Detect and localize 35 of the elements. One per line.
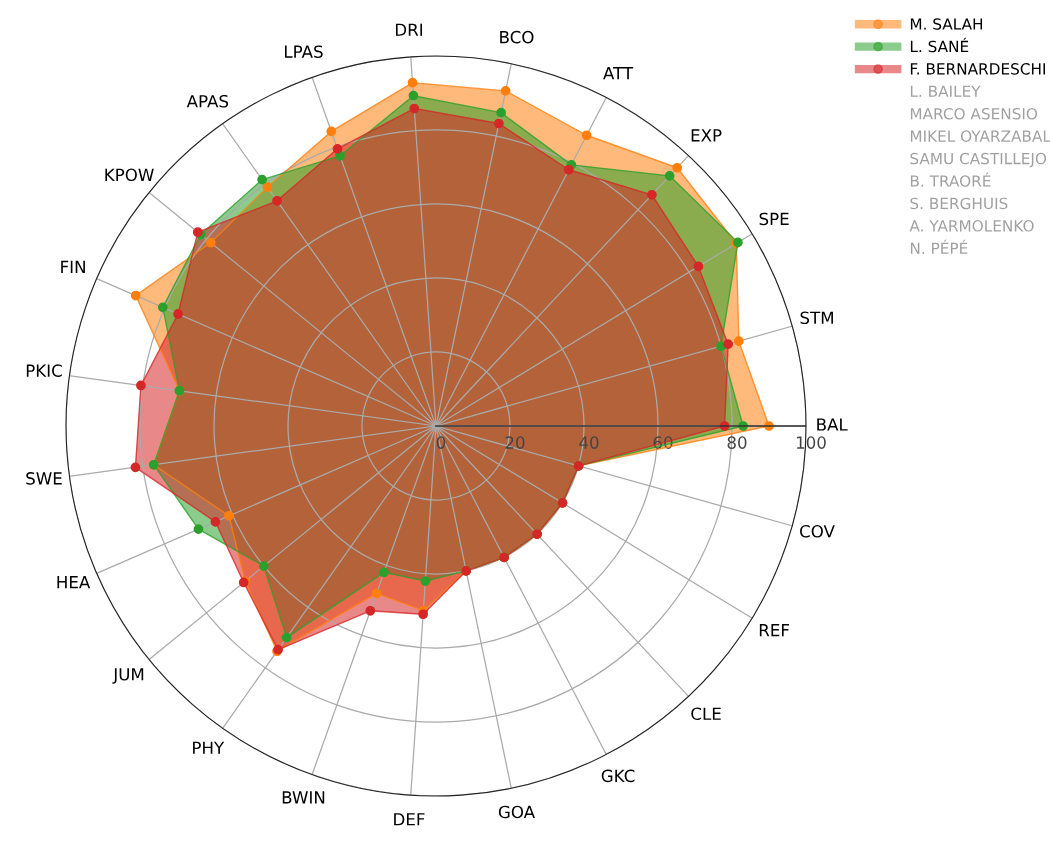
text: A. YARMOLENKO xyxy=(909,220,1034,232)
text: S. BERGHUIS xyxy=(910,197,1008,210)
legend-label: F. BERNARDESCHI xyxy=(910,63,1045,75)
spoke-label: EXP xyxy=(691,129,722,142)
legend-label: L. SANÉ xyxy=(910,37,969,53)
spoke-label: DRI xyxy=(395,23,423,36)
spoke-label: GOA xyxy=(498,805,535,819)
spoke-label: BCO xyxy=(500,30,534,44)
legend-label: M. SALAH xyxy=(910,18,983,30)
text: B. TRAORÉ xyxy=(910,172,991,187)
spoke-label: PHY xyxy=(193,741,225,754)
text: MARCO ASENSIO xyxy=(910,107,1038,120)
spoke-label: HEA xyxy=(57,576,91,589)
spoke-label: CLE xyxy=(691,707,721,721)
spoke-label: FIN xyxy=(61,260,85,273)
spoke-label: BWIN xyxy=(282,791,325,804)
text: N. PÉPÉ xyxy=(910,239,968,254)
spoke-label: DEF xyxy=(394,813,425,826)
spoke-label: COV xyxy=(800,524,835,538)
spoke-label: JUM xyxy=(112,668,144,684)
text: MIKEL OYARZABAL xyxy=(910,130,1050,142)
spoke-label: REF xyxy=(759,624,789,637)
spoke-label: STM xyxy=(800,311,833,325)
spoke-label: SPE xyxy=(759,212,789,226)
spoke-label: APAS xyxy=(186,94,229,108)
y-tick-label: 80 xyxy=(727,436,747,449)
spoke-label: BAL xyxy=(817,418,848,431)
spoke-label: LPAS xyxy=(285,45,323,58)
spoke-label: GKC xyxy=(601,769,635,783)
spoke-label: SWE xyxy=(26,472,62,485)
text: L. BAILEY xyxy=(910,85,981,97)
spoke-label: KPOW xyxy=(105,168,154,182)
spoke-label: ATT xyxy=(603,67,634,80)
text: SAMU CASTILLEJO xyxy=(910,152,1047,168)
spoke-label: PKIC xyxy=(26,364,62,377)
